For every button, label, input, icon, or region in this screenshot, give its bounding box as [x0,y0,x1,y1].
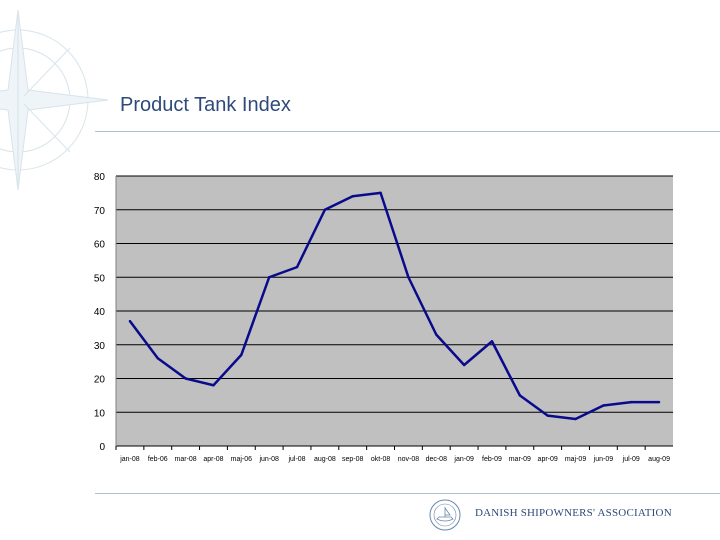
data-point [128,319,132,323]
footer-divider [95,493,720,494]
association-seal-icon [429,499,461,531]
series-line [128,191,660,421]
x-tick-label: dec-08 [426,456,448,463]
y-tick-label: 40 [94,307,106,318]
x-tick-label: apr-09 [538,456,558,463]
data-point [184,377,187,380]
data-point [407,276,410,279]
x-tick-label: jan-08 [119,456,140,463]
slide-title: Product Tank Index [120,94,291,116]
y-tick-label: 50 [94,273,106,284]
data-point [267,276,271,279]
x-tick-label: mar-09 [509,456,531,463]
x-tick-label: feb-06 [148,456,168,463]
y-tick-label: 80 [94,172,106,183]
data-point [490,340,494,343]
y-tick-label: 20 [94,375,106,386]
data-point [602,404,605,407]
y-tick-label: 10 [94,408,106,419]
line-chart: 0 10 20 30 40 50 60 70 80 jan-08 feb-06 mar-08 apr-0… [94,172,673,463]
title-divider [95,131,720,132]
data-point [379,191,382,195]
data-point [156,357,159,360]
data-point [212,384,215,387]
x-tick-label: mar-08 [175,456,197,463]
data-point [435,333,438,336]
data-point [323,208,327,211]
x-tick-label: jul-09 [622,456,640,463]
x-tick-label: feb-09 [482,456,502,463]
x-tick-label: maj-09 [565,456,587,463]
data-point [574,417,577,421]
compass-rose-logo [0,9,109,191]
footer-text: DANISH SHIPOWNERS' ASSOCIATION [475,507,672,519]
x-tick-label: jun-09 [593,456,614,463]
data-point [518,394,522,397]
y-tick-label: 30 [94,341,106,352]
y-tick-label: 60 [94,240,106,251]
data-point [657,400,661,404]
x-tick-label: apr-08 [203,456,223,463]
x-tick-label: sep-08 [342,456,364,463]
data-point [351,195,354,198]
data-point [462,363,466,367]
x-tick-label: jan-09 [453,456,474,463]
x-tick-label: okt-08 [371,456,391,463]
data-point [546,414,549,417]
y-tick-label: 0 [99,442,105,453]
data-point [240,353,243,357]
data-point [630,400,633,404]
data-point [295,265,299,269]
x-tick-label: jun-08 [258,456,279,463]
y-tick-label: 70 [94,206,106,217]
x-tick-label: jul-08 [287,456,305,463]
x-tick-label: maj-06 [231,456,253,463]
x-tick-label: nov-08 [398,456,420,463]
x-tick-label: aug-08 [314,456,336,463]
x-tick-label: aug-09 [648,456,670,463]
